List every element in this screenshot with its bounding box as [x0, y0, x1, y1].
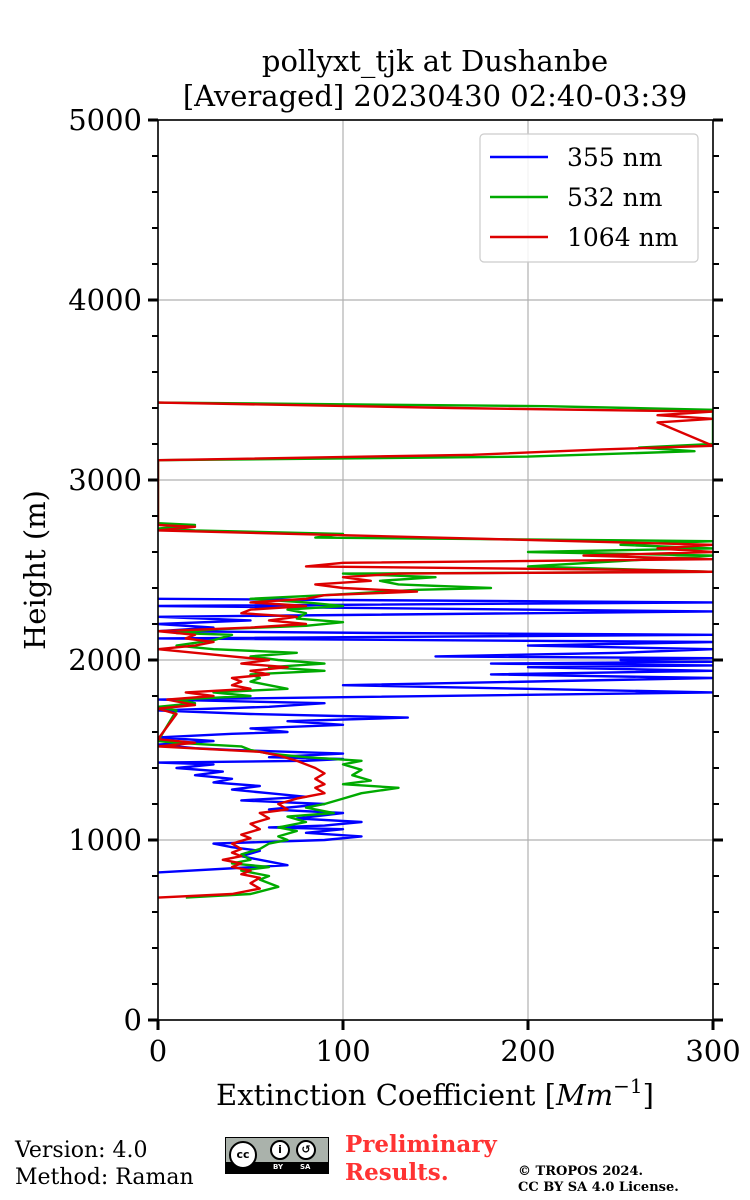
- preliminary-line-2: Results.: [345, 1159, 449, 1186]
- x-tick-label: 100: [315, 1034, 370, 1068]
- chart-title-line-1: pollyxt_tjk at Dushanbe: [262, 44, 608, 79]
- series-line-532-nm: [158, 401, 713, 899]
- x-tick-label: 300: [685, 1034, 740, 1068]
- cc-badge-sa-label: SA: [300, 1163, 311, 1171]
- y-axis-label: Height (m): [18, 490, 52, 650]
- series-lines: [158, 401, 713, 899]
- copyright-line-1: © TROPOS 2024.: [518, 1164, 644, 1179]
- series-line-1064-nm: [158, 401, 713, 899]
- x-axis-label-close: ]: [643, 1078, 654, 1112]
- method-text: Method: Raman: [15, 1165, 194, 1190]
- by-attribution-icon: i: [270, 1140, 290, 1160]
- y-tick-label: 1000: [68, 823, 142, 857]
- y-tick-label: 3000: [68, 463, 142, 497]
- legend-label-1064-nm: 1064 nm: [567, 223, 679, 252]
- y-tick-label: 0: [124, 1003, 142, 1037]
- y-tick-label: 5000: [68, 103, 142, 137]
- legend-label-532-nm: 532 nm: [567, 183, 663, 212]
- series-line-355-nm: [158, 597, 713, 874]
- x-tick-label: 200: [500, 1034, 555, 1068]
- y-tick-label: 4000: [68, 283, 142, 317]
- y-tick-label: 2000: [68, 643, 142, 677]
- legend-label-355-nm: 355 nm: [567, 143, 663, 172]
- copyright-line-2: CC BY SA 4.0 License.: [518, 1180, 679, 1195]
- cc-badge-band: [226, 1162, 328, 1173]
- axes: 0 1000 2000 3000 4000 5000 0 100 200 300: [68, 103, 740, 1068]
- plot-frame: [157, 119, 714, 1021]
- copyright-note: © TROPOS 2024. CC BY SA 4.0 License.: [518, 1164, 679, 1196]
- legend: 355 nm 532 nm 1064 nm: [479, 133, 699, 263]
- x-tick-label: 0: [149, 1034, 167, 1068]
- x-axis-label-unit: Mm: [555, 1078, 613, 1112]
- chart-title-line-2: [Averaged] 20230430 02:40-03:39: [183, 79, 687, 113]
- x-axis-label-text: Extinction Coefficient [: [216, 1078, 556, 1112]
- legend-box: [479, 133, 699, 263]
- cc-license-badge: cc i ↺ BY SA: [225, 1137, 329, 1174]
- version-text: Version: 4.0: [15, 1138, 148, 1163]
- preliminary-results-note: Preliminary Results.: [345, 1131, 497, 1187]
- share-alike-icon: ↺: [296, 1140, 316, 1160]
- cc-badge-by-label: BY: [273, 1163, 284, 1171]
- x-axis-label-exponent: −1: [613, 1074, 642, 1098]
- x-axis-label: Extinction Coefficient [Mm−1]: [216, 1074, 654, 1112]
- preliminary-line-1: Preliminary: [345, 1131, 497, 1158]
- cc-icon: cc: [229, 1141, 257, 1169]
